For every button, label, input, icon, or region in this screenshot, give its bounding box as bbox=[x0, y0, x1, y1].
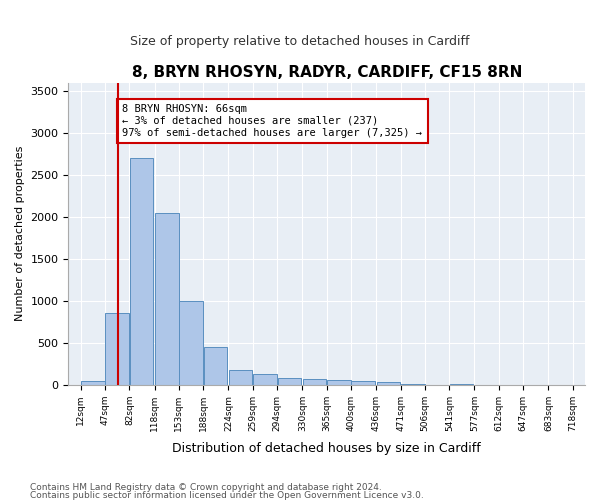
Y-axis label: Number of detached properties: Number of detached properties bbox=[15, 146, 25, 322]
Bar bbox=[278, 378, 301, 385]
Text: 8 BRYN RHOSYN: 66sqm
← 3% of detached houses are smaller (237)
97% of semi-detac: 8 BRYN RHOSYN: 66sqm ← 3% of detached ho… bbox=[122, 104, 422, 138]
Title: 8, BRYN RHOSYN, RADYR, CARDIFF, CF15 8RN: 8, BRYN RHOSYN, RADYR, CARDIFF, CF15 8RN bbox=[131, 65, 522, 80]
Bar bbox=[253, 374, 277, 385]
Bar bbox=[81, 380, 104, 385]
Bar bbox=[130, 158, 154, 385]
Bar bbox=[377, 382, 400, 385]
Text: Size of property relative to detached houses in Cardiff: Size of property relative to detached ho… bbox=[130, 35, 470, 48]
Text: Contains HM Land Registry data © Crown copyright and database right 2024.: Contains HM Land Registry data © Crown c… bbox=[30, 483, 382, 492]
Bar bbox=[106, 314, 129, 385]
X-axis label: Distribution of detached houses by size in Cardiff: Distribution of detached houses by size … bbox=[172, 442, 481, 455]
Bar bbox=[327, 380, 351, 385]
Bar bbox=[229, 370, 253, 385]
Text: Contains public sector information licensed under the Open Government Licence v3: Contains public sector information licen… bbox=[30, 490, 424, 500]
Bar bbox=[179, 301, 203, 385]
Bar bbox=[203, 347, 227, 385]
Bar bbox=[302, 379, 326, 385]
Bar bbox=[155, 212, 179, 385]
Bar bbox=[352, 380, 375, 385]
